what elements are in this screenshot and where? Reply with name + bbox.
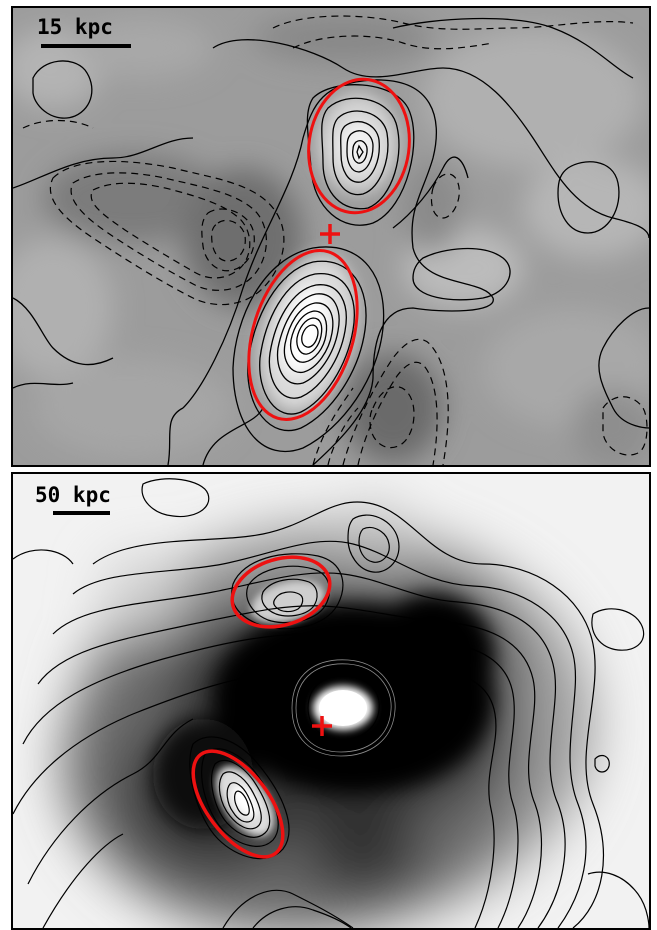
top-scale-bar <box>41 44 131 48</box>
bottom-panel-contour-map: 50 kpc <box>11 472 651 930</box>
bottom-center-cross <box>312 716 332 736</box>
bottom-north-source-ellipse <box>230 555 332 629</box>
top-contour-image <box>13 8 649 465</box>
bottom-scale-bar <box>53 511 110 515</box>
top-intensity-field <box>13 13 649 465</box>
top-south-source-ellipse <box>247 249 359 421</box>
bottom-inner-contours <box>291 659 396 757</box>
top-north-source-ellipse <box>307 77 411 215</box>
bottom-markers <box>191 555 332 859</box>
top-dashed-contours <box>22 15 648 465</box>
bottom-central-bright-source <box>319 690 367 726</box>
bottom-contours <box>13 478 649 928</box>
bottom-contour-image <box>13 474 649 928</box>
top-center-cross <box>320 224 340 244</box>
bottom-southwest-source-ellipse <box>191 749 285 859</box>
top-scale-label: 15 kpc <box>37 15 113 39</box>
top-solid-contours <box>13 17 649 465</box>
bottom-scale-label: 50 kpc <box>35 483 111 507</box>
top-panel-contour-map: 15 kpc <box>11 6 651 467</box>
top-markers <box>247 77 411 421</box>
